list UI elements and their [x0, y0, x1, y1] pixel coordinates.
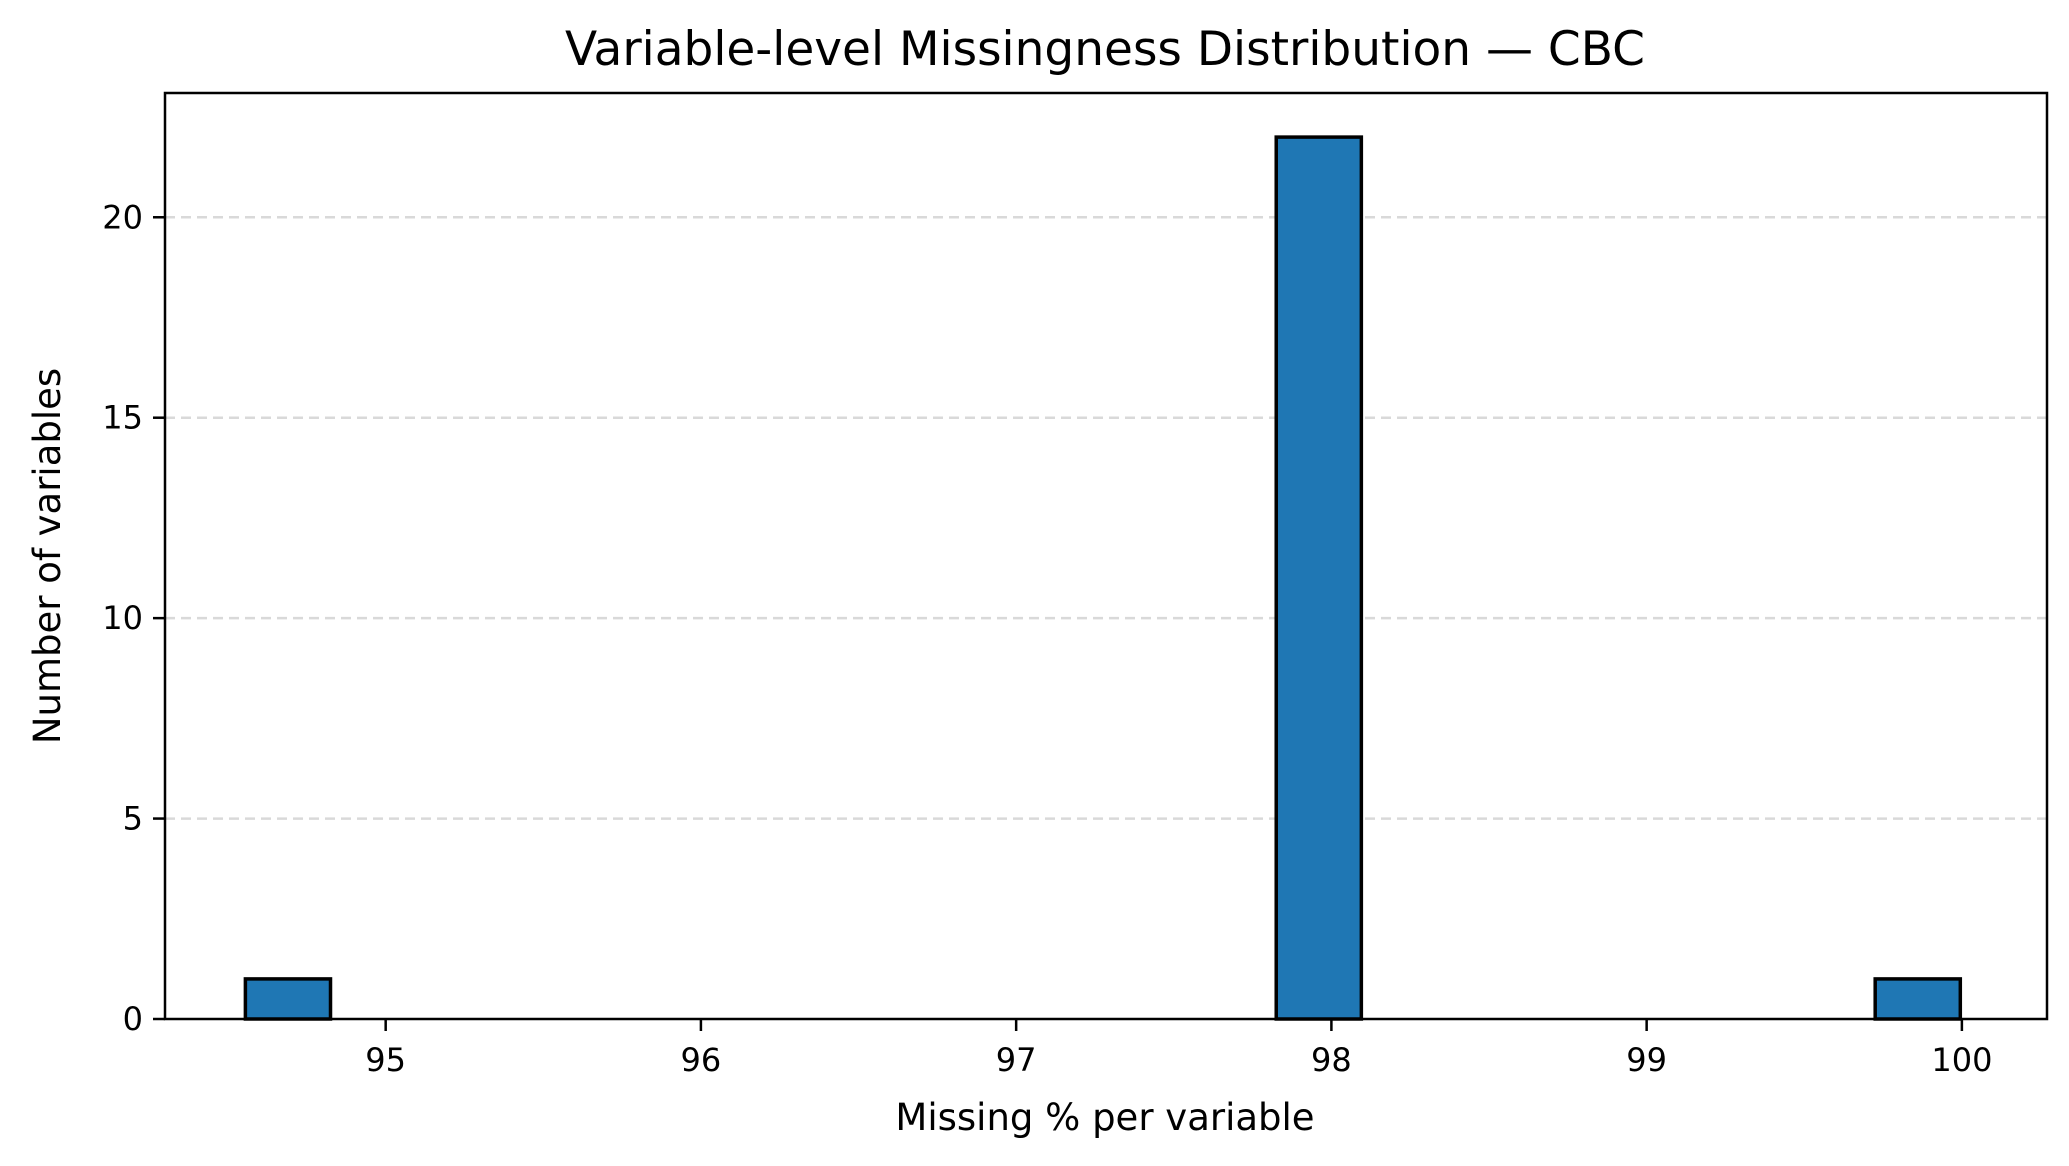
y-axis-ticks: 0 5 10 15 20 — [102, 198, 165, 1038]
x-tick-label: 97 — [996, 1041, 1037, 1079]
histogram-bar — [1873, 977, 1963, 1021]
x-tick-label: 99 — [1626, 1041, 1667, 1079]
y-tick-label: 5 — [123, 800, 143, 838]
chart-title: Variable-level Missingness Distribution … — [565, 22, 1645, 77]
y-axis-label: Number of variables — [26, 368, 69, 744]
x-tick-label: 95 — [365, 1041, 406, 1079]
x-tick-label: 98 — [1311, 1041, 1352, 1079]
histogram-bar — [243, 977, 333, 1021]
histogram-bar — [1274, 135, 1364, 1021]
x-tick-label: 96 — [681, 1041, 722, 1079]
x-axis-label: Missing % per variable — [895, 1096, 1314, 1139]
x-tick-label: 100 — [1931, 1041, 1992, 1079]
y-tick-label: 20 — [102, 198, 143, 236]
grid-layer — [165, 216, 2047, 820]
plot-frame — [163, 91, 2049, 1021]
x-axis-ticks: 95 96 97 98 99 100 — [365, 1019, 1992, 1079]
y-tick-label: 15 — [102, 399, 143, 437]
y-tick-label: 0 — [123, 1000, 143, 1038]
y-tick-label: 10 — [102, 599, 143, 637]
bars-layer — [243, 135, 1963, 1021]
